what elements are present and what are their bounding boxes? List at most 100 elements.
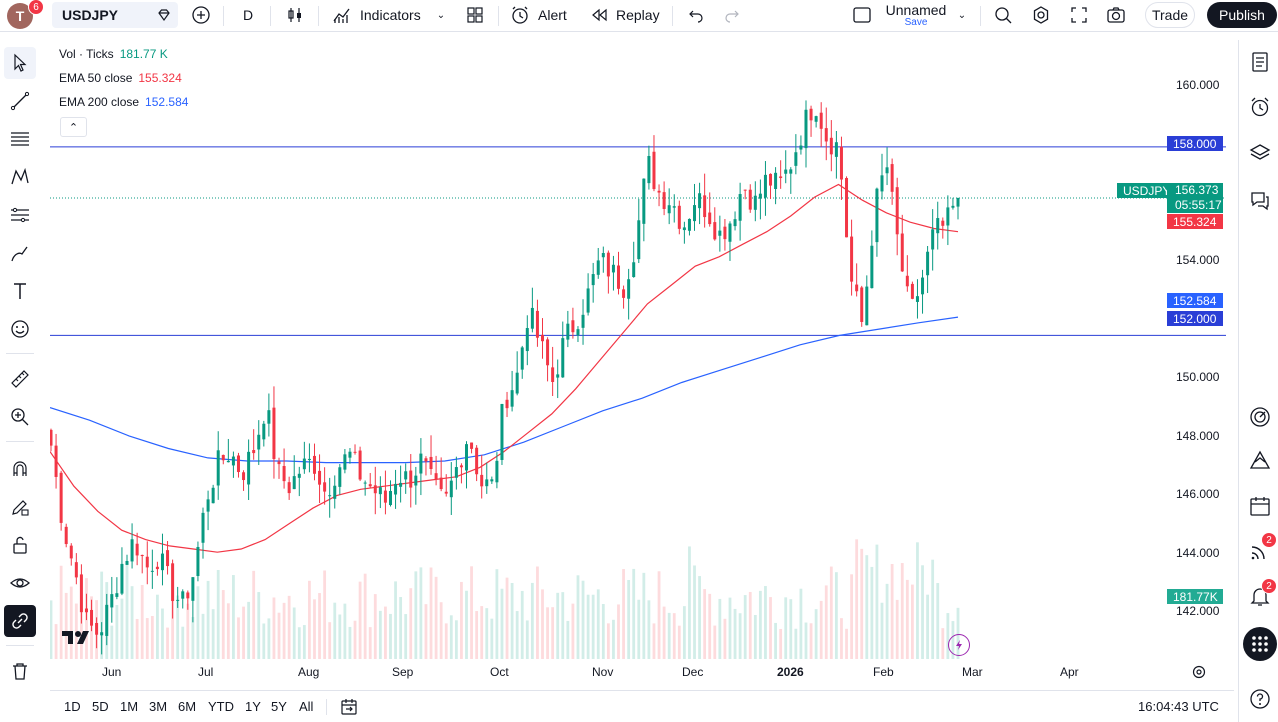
candle-body	[556, 374, 560, 378]
volume-bar	[708, 593, 712, 659]
volume-bar	[926, 594, 929, 659]
candle-body	[875, 188, 879, 243]
lightning-icon[interactable]	[948, 634, 970, 656]
volume-bar	[627, 579, 631, 659]
technicals-button[interactable]	[1245, 402, 1275, 432]
range-1y-button[interactable]: 1Y	[245, 699, 261, 714]
ruler-tool[interactable]	[4, 363, 36, 395]
compare-symbol-button[interactable]	[188, 1, 214, 29]
collapse-legend-button[interactable]: ⌃	[60, 117, 87, 137]
candle-body	[703, 195, 707, 218]
lock-drawings-tool[interactable]	[4, 529, 36, 561]
apps-button[interactable]	[1243, 627, 1277, 661]
ema200-legend[interactable]: EMA 200 close 152.584	[59, 95, 188, 109]
volume-bar	[181, 626, 185, 659]
hline-158-tag[interactable]: 158.000	[1167, 136, 1223, 151]
snapshot-button[interactable]	[1103, 1, 1129, 29]
cursor-tool[interactable]	[4, 47, 36, 79]
layout-name-button[interactable]: Unnamed Save	[884, 2, 948, 28]
alerts-panel-button[interactable]	[1245, 92, 1275, 122]
volume-bar	[328, 622, 332, 659]
undo-button[interactable]	[684, 1, 708, 29]
magnet-tool[interactable]	[4, 453, 36, 485]
ema50-legend[interactable]: EMA 50 close 155.324	[59, 71, 182, 85]
chart-type-button[interactable]	[282, 1, 308, 29]
publish-button[interactable]: Publish	[1207, 2, 1277, 28]
remove-drawings-tool[interactable]	[4, 655, 36, 687]
volume-bar	[419, 567, 423, 659]
candle-body	[257, 434, 261, 450]
trend-line-tool[interactable]	[4, 85, 36, 117]
goto-date-button[interactable]	[339, 697, 359, 717]
chart-pane[interactable]	[50, 40, 1234, 690]
volume-bar	[657, 571, 661, 659]
range-ytd-button[interactable]: YTD	[208, 699, 234, 714]
candle-body	[611, 264, 615, 273]
trade-button[interactable]: Trade	[1145, 2, 1195, 28]
brush-tool[interactable]	[4, 237, 36, 269]
volume-bar	[100, 571, 104, 659]
symbol-search-button[interactable]: USDJPY	[52, 2, 178, 28]
hide-drawings-tool[interactable]	[4, 567, 36, 599]
clock-display[interactable]: 16:04:43 UTC	[1138, 699, 1219, 714]
range-6m-button[interactable]: 6M	[178, 699, 197, 714]
link-tool[interactable]	[4, 605, 36, 637]
pattern-tool[interactable]	[4, 161, 36, 193]
range-1d-button[interactable]: 1D	[64, 699, 81, 714]
settings-button[interactable]	[1028, 1, 1054, 29]
replay-button[interactable]: Replay	[588, 1, 662, 29]
volume-bar	[277, 612, 281, 659]
interval-button[interactable]: D	[236, 1, 260, 29]
fib-tool[interactable]	[4, 123, 36, 155]
hline-152-tag[interactable]: 152.000	[1167, 311, 1223, 326]
volume-bar	[723, 618, 727, 659]
emoji-tool[interactable]	[4, 313, 36, 345]
object-tree-button[interactable]	[1245, 138, 1275, 168]
price-chart[interactable]	[50, 40, 1234, 690]
forecast-tool[interactable]	[4, 199, 36, 231]
volume-bar	[581, 580, 585, 659]
chevron-down-icon[interactable]: ⌄	[957, 9, 967, 21]
chat-button[interactable]	[1245, 185, 1275, 215]
help-button[interactable]	[1245, 684, 1275, 714]
range-1m-button[interactable]: 1M	[120, 699, 139, 714]
candle-body	[642, 178, 646, 224]
ideas-stream-button[interactable]	[1245, 446, 1275, 476]
candle-body	[890, 164, 894, 192]
stay-drawing-tool[interactable]	[4, 491, 36, 523]
notification-badge: 6	[28, 0, 44, 15]
volume-bar	[916, 542, 919, 659]
templates-button[interactable]	[462, 1, 488, 29]
divider	[672, 6, 673, 26]
zoom-tool[interactable]	[4, 401, 36, 433]
symbol-price-tag: USDJPY	[1117, 183, 1170, 198]
trash-icon	[13, 663, 27, 680]
quick-search-button[interactable]	[990, 1, 1016, 29]
range-all-button[interactable]: All	[299, 699, 314, 714]
candle-body	[921, 277, 925, 295]
indicators-button[interactable]: Indicators ⌄	[330, 1, 454, 29]
calendar-button[interactable]	[1245, 491, 1275, 521]
volume-bar	[373, 594, 377, 659]
range-3m-button[interactable]: 3M	[149, 699, 168, 714]
volume-bar	[363, 573, 367, 659]
axis-settings-button[interactable]	[1191, 664, 1209, 682]
volume-bar	[530, 582, 534, 659]
redo-button[interactable]	[720, 1, 744, 29]
layout-checkbox[interactable]	[850, 1, 874, 29]
candle-body	[829, 137, 833, 155]
text-tool[interactable]	[4, 275, 36, 307]
alert-button[interactable]: Alert	[508, 1, 574, 29]
time-axis-label: Jun	[102, 665, 122, 679]
volume-bar	[348, 626, 352, 659]
watchlist-button[interactable]	[1245, 47, 1275, 77]
range-5y-button[interactable]: 5Y	[271, 699, 287, 714]
volume-legend[interactable]: Vol · Ticks 181.77 K	[59, 47, 168, 61]
range-5d-button[interactable]: 5D	[92, 699, 109, 714]
fullscreen-button[interactable]	[1066, 1, 1092, 29]
candle-body	[470, 442, 474, 449]
diamond-icon[interactable]	[152, 1, 176, 29]
streams-button[interactable]	[1245, 536, 1275, 566]
time-axis-label: Sep	[392, 665, 414, 679]
volume-bar	[799, 588, 803, 659]
